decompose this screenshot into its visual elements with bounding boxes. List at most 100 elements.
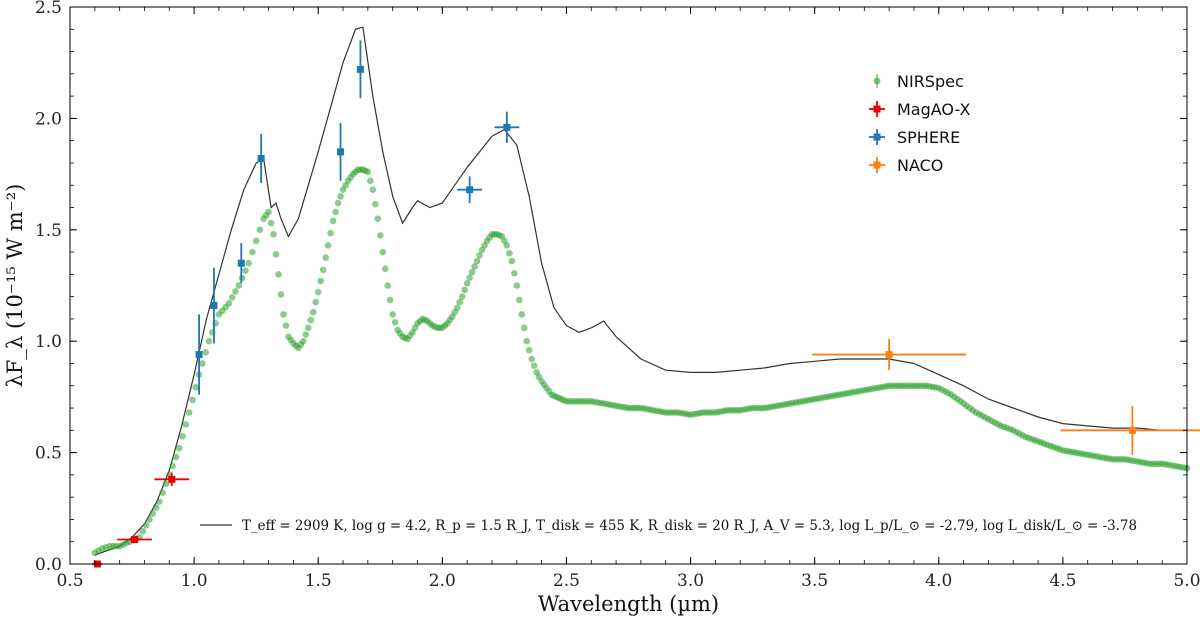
nirspec-point xyxy=(317,277,325,285)
nirspec-point xyxy=(185,409,193,416)
nirspec-point xyxy=(520,324,528,332)
nirspec-point xyxy=(334,199,342,207)
nirspec-point xyxy=(225,300,233,307)
nirspec-point xyxy=(265,208,272,216)
nirspec-point xyxy=(374,215,382,222)
nirspec-point xyxy=(525,346,533,354)
nirspec-point xyxy=(277,291,285,298)
x-tick-label: 3.5 xyxy=(801,571,828,591)
nirspec-point xyxy=(389,311,396,318)
nirspec-point xyxy=(528,355,535,363)
nirspec-point xyxy=(252,237,260,245)
nirspec-point xyxy=(319,266,327,274)
sphere-marker xyxy=(356,65,364,73)
x-tick-label: 1.5 xyxy=(305,571,332,591)
nirspec-point xyxy=(267,219,275,227)
nirspec-point xyxy=(372,200,379,208)
nirspec-point xyxy=(463,279,471,287)
nirspec-point xyxy=(384,282,392,289)
nirspec-point xyxy=(280,311,287,318)
nirspec-point xyxy=(307,316,315,324)
y-tick-label: 1.5 xyxy=(35,221,62,241)
nirspec-point xyxy=(175,444,183,452)
nirspec-point xyxy=(245,259,253,267)
x-tick-label: 3.0 xyxy=(677,571,704,591)
nirspec-point xyxy=(386,296,394,304)
y-tick-label: 1.0 xyxy=(35,332,62,352)
nirspec-point xyxy=(523,337,531,345)
nirspec-point xyxy=(302,331,310,338)
plot-frame xyxy=(69,6,1188,565)
y-tick-label: 0.5 xyxy=(35,444,62,464)
legend-label: MagAO-X xyxy=(897,100,970,119)
nirspec-point xyxy=(511,269,518,277)
nirspec-point xyxy=(169,462,176,470)
y-tick-label: 2.0 xyxy=(35,109,62,129)
nirspec-point xyxy=(332,208,339,216)
nirspec-point xyxy=(379,248,387,256)
sphere-point xyxy=(195,314,203,395)
nirspec-point xyxy=(367,177,374,185)
nirspec-point xyxy=(142,522,150,529)
nirspec-point xyxy=(312,298,320,306)
magao-x-point xyxy=(117,535,152,543)
nirspec-point xyxy=(162,480,170,488)
legend-label: NIRSpec xyxy=(897,72,964,91)
nirspec-point xyxy=(369,186,377,193)
legend-label: NACO xyxy=(897,156,943,175)
sphere-point xyxy=(210,267,218,344)
nirspec-point xyxy=(476,252,483,259)
sphere-marker xyxy=(466,186,474,194)
legend-label: SPHERE xyxy=(897,128,960,147)
nirspec-layer xyxy=(91,166,1191,557)
x-tick-label: 2.5 xyxy=(553,571,580,591)
magao-x-point xyxy=(154,472,190,487)
sphere-point xyxy=(237,243,245,284)
nirspec-point xyxy=(256,226,264,234)
sphere-point xyxy=(356,40,364,99)
nirspec-point xyxy=(466,274,473,282)
nirspec-point xyxy=(304,324,312,332)
nirspec-point xyxy=(513,282,521,289)
sphere-point xyxy=(337,122,345,181)
nirspec-point xyxy=(159,489,166,497)
nirspec-point xyxy=(309,308,317,316)
nirspec-point xyxy=(139,528,147,535)
nirspec-point xyxy=(249,248,256,256)
model-annotation: T_eff = 2909 K, log g = 4.2, R_p = 1.5 R… xyxy=(200,518,1137,534)
nirspec-point xyxy=(471,263,478,270)
legend-swatch-marker xyxy=(873,105,881,113)
nirspec-point xyxy=(270,230,277,238)
naco-point xyxy=(812,338,967,371)
x-tick-label: 4.0 xyxy=(925,571,952,591)
nirspec-point xyxy=(461,286,468,294)
x-axis-label: Wavelength (µm) xyxy=(538,592,719,616)
photometry-layer xyxy=(92,40,1200,568)
nirspec-point xyxy=(314,288,322,296)
nirspec-point xyxy=(179,432,186,440)
nirspec-point xyxy=(202,349,209,356)
nirspec-point xyxy=(156,498,163,505)
nirspec-point xyxy=(149,510,157,517)
legend-swatch-marker xyxy=(873,77,881,85)
x-tick-label: 4.5 xyxy=(1049,571,1076,591)
nirspec-point xyxy=(189,396,196,404)
sphere-marker xyxy=(210,302,218,310)
sphere-marker xyxy=(503,123,511,131)
nirspec-point xyxy=(172,453,180,461)
nirspec-point xyxy=(322,254,329,261)
legend-entry-magao-x: MagAO-X xyxy=(869,100,970,119)
naco-marker xyxy=(1128,426,1136,434)
nirspec-point xyxy=(199,360,206,367)
nirspec-point xyxy=(530,362,538,370)
y-tick-label: 2.5 xyxy=(35,0,62,18)
nirspec-point xyxy=(205,337,213,345)
nirspec-point xyxy=(337,193,344,200)
legend-entry-sphere: SPHERE xyxy=(869,128,960,147)
magao-x-marker xyxy=(168,475,176,483)
nirspec-point xyxy=(391,318,399,326)
nirspec-point xyxy=(376,232,384,239)
legend-entry-nirspec: NIRSpec xyxy=(873,72,964,91)
x-tick-label: 2.0 xyxy=(429,571,456,591)
sphere-point xyxy=(494,111,520,143)
